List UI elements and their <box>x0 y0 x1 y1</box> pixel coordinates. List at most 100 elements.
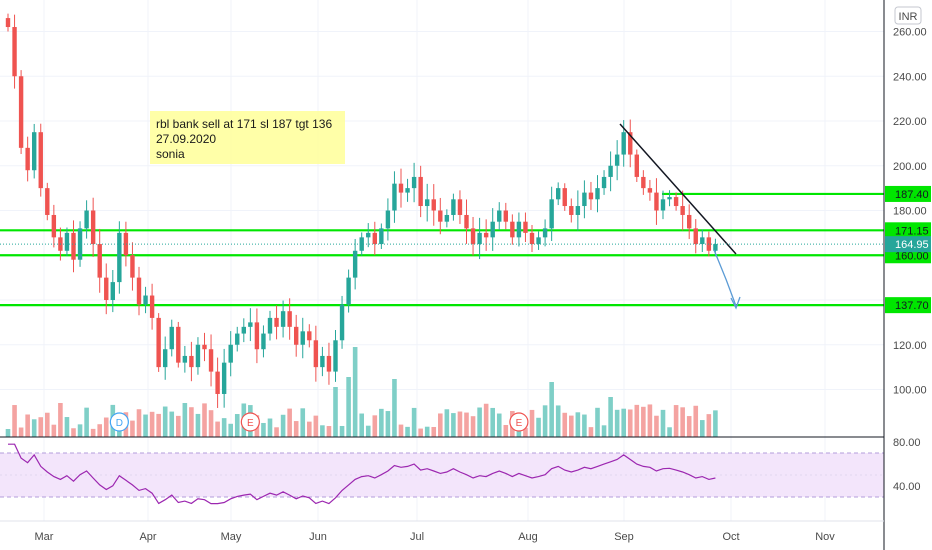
volume-bar <box>398 424 404 437</box>
candle-body <box>523 221 528 233</box>
volume-bar <box>346 377 351 437</box>
volume-bar <box>582 414 587 437</box>
candle-body <box>287 311 292 327</box>
candle-body <box>425 199 430 207</box>
volume-bar <box>130 420 135 437</box>
candle-body <box>208 349 214 372</box>
volume-bar <box>326 426 332 437</box>
candle-body <box>529 232 535 245</box>
event-marker-dividend[interactable]: D <box>109 412 129 432</box>
volume-bar <box>706 414 712 437</box>
volume-bar <box>90 428 96 437</box>
currency-badge-box <box>894 6 922 25</box>
volume-bar <box>64 417 70 437</box>
volume-bar <box>542 405 548 437</box>
candle-body <box>457 199 463 215</box>
rsi-pane <box>0 443 884 505</box>
event-marker-earnings[interactable]: E <box>240 412 260 432</box>
volume-bar <box>234 414 240 437</box>
candle-body <box>294 326 299 345</box>
price-axis[interactable]: 260.00 240.00 220.00 200.00 180.00 120.00 100.… <box>885 27 931 494</box>
volume-bar <box>627 409 633 437</box>
volume-bar <box>647 404 653 437</box>
candle-body <box>352 250 358 278</box>
candle-body <box>497 210 502 222</box>
volume-bar <box>405 426 410 437</box>
candle-body <box>693 228 698 245</box>
candle-body <box>235 333 240 345</box>
volume-bar <box>189 407 194 437</box>
candle-body <box>143 295 148 305</box>
candle-body <box>503 210 508 222</box>
text-note[interactable]: rbl bank sell at 171 sl 187 tgt 136 27.0… <box>150 111 345 164</box>
candle-body <box>359 237 364 251</box>
volume-bar <box>31 419 37 437</box>
candle-body <box>372 232 377 245</box>
volume-bar <box>634 404 640 437</box>
volume-bar <box>588 427 594 437</box>
volume-bar <box>608 397 613 437</box>
event-label: E <box>516 418 523 429</box>
candle-body <box>464 214 469 229</box>
volume-bar <box>385 411 391 437</box>
volume-bar <box>496 413 502 437</box>
candle-body <box>379 228 384 245</box>
last-price-tag-text: 164.95 <box>895 239 929 251</box>
candle-body <box>621 132 626 155</box>
volume-bar <box>352 347 358 437</box>
candle-body <box>195 344 201 368</box>
volume-bar <box>457 411 463 437</box>
candle-body <box>280 311 286 327</box>
volume-bar <box>562 412 568 437</box>
candle-body <box>25 147 30 171</box>
volume-bar <box>143 414 148 437</box>
candle-body <box>411 176 417 189</box>
volume-bar <box>477 407 482 437</box>
volume-bar <box>464 412 469 437</box>
volume-bar <box>601 425 607 437</box>
candle-body <box>366 232 371 238</box>
time-axis[interactable]: Mar Apr May Jun Jul Aug Sep Oct Nov <box>35 531 836 543</box>
projection-arrow-head <box>730 296 741 310</box>
volume-bar <box>660 409 666 437</box>
event-circle <box>509 412 529 432</box>
candle-body <box>660 199 666 211</box>
currency-badge[interactable]: INR <box>894 6 922 25</box>
candle-body <box>438 210 443 222</box>
volume-bar <box>176 415 181 437</box>
candle-body <box>392 183 397 211</box>
candle-body <box>405 188 410 193</box>
time-tick-label: Jun <box>309 531 327 543</box>
volume-bar <box>680 407 685 437</box>
volume-bar <box>536 417 541 437</box>
candle-body <box>431 199 436 211</box>
note-line-3: sonia <box>156 147 185 161</box>
level-price-tag-text: 160.00 <box>895 250 929 262</box>
candle-body <box>307 331 312 341</box>
candle-body <box>687 214 692 229</box>
volume-bar <box>483 403 489 437</box>
event-label: D <box>116 418 123 429</box>
candle-body <box>562 188 567 207</box>
event-marker-earnings[interactable]: E <box>509 412 529 432</box>
volume-bar <box>182 403 188 437</box>
volume-bar <box>307 421 312 437</box>
candle-body <box>123 232 129 256</box>
candle-body <box>601 176 607 189</box>
rsi-line <box>8 443 716 505</box>
volume-bar <box>228 423 233 437</box>
candle-body <box>451 199 456 215</box>
volume-bar <box>267 418 273 437</box>
volume-bar <box>713 410 718 437</box>
candle-body <box>169 326 174 350</box>
volume-bar <box>333 387 338 437</box>
trend-line[interactable] <box>619 123 737 255</box>
volume-bar <box>503 424 509 437</box>
candle-body <box>130 255 135 278</box>
projection-arrow-line[interactable] <box>713 249 737 307</box>
volume-bar <box>673 405 679 437</box>
volume-bar <box>418 428 423 437</box>
level-price-tag <box>885 222 931 239</box>
volume-bar <box>274 427 279 437</box>
price-tick-label: 240.00 <box>893 71 927 83</box>
